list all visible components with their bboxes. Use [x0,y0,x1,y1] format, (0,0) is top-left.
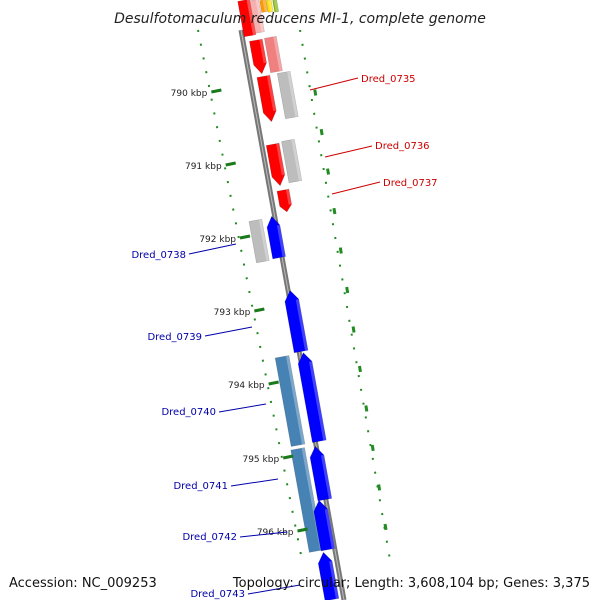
cds-top-red[interactable] [237,0,257,38]
gene-label-dred_0742[interactable]: Dred_0742 [182,531,288,543]
tick-mark [239,234,251,240]
label-leader-line [247,584,301,595]
gene-label-text[interactable]: Dred_0739 [147,332,202,343]
tick-mark [254,307,265,313]
orf-pink-1 [264,35,283,74]
gene-label-dred_0735[interactable]: Dred_0735 [309,74,416,91]
gene-label-text[interactable]: Dred_0742 [182,532,237,543]
gene-label-text[interactable]: Dred_0736 [375,141,430,152]
gene-label-dred_0740[interactable]: Dred_0740 [161,403,267,418]
tick-mark [282,454,294,460]
genome-stats-text: Topology: circular; Length: 3,608,104 bp… [232,576,590,591]
gene-label-text[interactable]: Dred_0735 [361,74,416,85]
tick-label: 791 kbp [185,162,222,172]
feature-track [237,0,340,600]
orf-grey-2 [281,138,303,184]
gene-label-text[interactable]: Dred_0740 [161,407,216,418]
gene-labels: Dred_0735 Dred_0736 Dred_0737 Dred_0738 Dred… [131,74,437,600]
gene-label-text[interactable]: Dred_0741 [173,481,228,492]
tick-label: 795 kbp [242,455,279,465]
map-title: Desulfotomaculum reducens MI-1, complete… [114,11,486,27]
cds-blue-5[interactable] [312,499,336,552]
gc-content-track-right [299,29,391,561]
accession-text: Accession: NC_009253 [9,576,157,591]
gene-label-dred_0743[interactable]: Dred_0743 [190,584,301,600]
tick-label: 790 kbp [171,89,208,99]
cds-blue-2[interactable] [283,289,309,354]
label-leader-line [204,326,253,337]
label-leader-line [218,403,267,413]
cds-blue-6[interactable] [317,551,340,600]
label-leader-line [230,478,279,487]
label-leader-line [309,77,359,91]
gene-label-dred_0737[interactable]: Dred_0737 [331,178,438,195]
cds-red-2[interactable] [256,74,278,123]
cds-blue-3[interactable] [296,351,327,443]
gene-steelblue-1[interactable] [274,355,306,447]
label-leader-line [239,531,288,538]
cds-blue-1[interactable] [265,215,286,260]
tick-mark [297,527,308,533]
tick-label: 793 kbp [214,308,251,318]
cds-blue-4[interactable] [308,445,333,502]
top-yellow-bar [265,0,274,13]
tick-mark [211,88,222,94]
cds-red-4[interactable] [276,188,293,213]
tick-label: 794 kbp [228,381,265,391]
label-leader-line [188,243,237,255]
label-leader-line [331,181,381,195]
gene-label-text[interactable]: Dred_0738 [131,250,186,261]
top-orange-bar [259,0,269,13]
cds-red-1[interactable] [249,38,268,75]
tick-mark [268,380,279,386]
gene-label-text[interactable]: Dred_0737 [383,178,438,189]
gene-label-dred_0736[interactable]: Dred_0736 [324,141,430,158]
gene-label-dred_0738[interactable]: Dred_0738 [131,243,237,261]
top-green-bar [272,0,280,13]
gene-label-dred_0741[interactable]: Dred_0741 [173,478,279,492]
orf-grey-1 [276,70,299,120]
gene-label-dred_0739[interactable]: Dred_0739 [147,326,253,343]
orf-grey-3 [248,218,270,264]
gene-label-text[interactable]: Dred_0743 [190,589,245,600]
tick-label: 792 kbp [199,235,236,245]
cds-red-3[interactable] [265,142,286,187]
label-leader-line [324,145,373,158]
tick-mark [225,161,236,167]
